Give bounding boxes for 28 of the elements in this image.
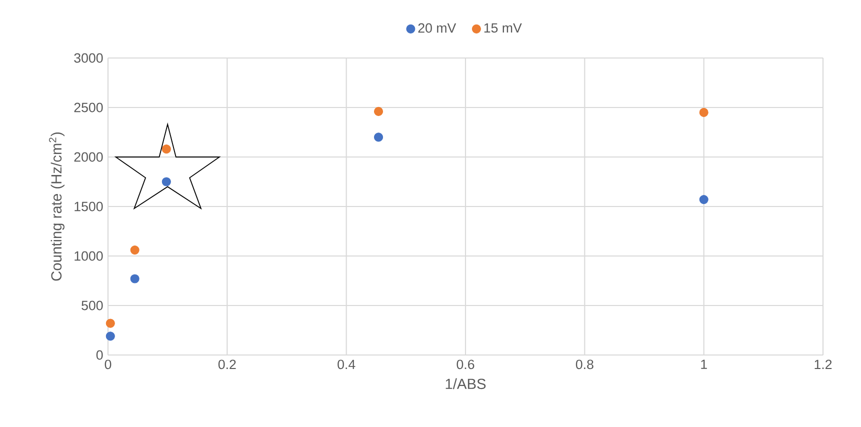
- x-tick-label: 1.2: [814, 360, 832, 370]
- legend-label: 20 mV: [418, 23, 456, 33]
- y-tick-label: 1000: [74, 251, 103, 261]
- point: [106, 318, 115, 328]
- x-tick-label: 0.6: [456, 360, 474, 370]
- legend-label: 15 mV: [484, 23, 522, 33]
- x-tick-label: 0.8: [576, 360, 594, 370]
- x-axis-title: 1/ABS: [446, 378, 486, 390]
- point: [699, 108, 708, 117]
- y-tick-label: 500: [82, 300, 103, 310]
- y-tick-label: 2000: [74, 152, 103, 162]
- point: [162, 177, 171, 186]
- point: [374, 132, 384, 142]
- point: [106, 332, 115, 341]
- point: [130, 246, 140, 255]
- x-tick-label: 1: [701, 360, 707, 369]
- y-tick-label: 2500: [74, 102, 103, 112]
- y-tick-label: 3000: [74, 53, 103, 63]
- point: [374, 106, 384, 116]
- y-tick-label: 0: [96, 350, 103, 360]
- x-tick-label: 0.4: [338, 360, 356, 370]
- x-tick-label: 0.2: [218, 360, 236, 370]
- x-tick-label: 0: [104, 360, 112, 370]
- point: [699, 195, 708, 204]
- y-axis-title: Counting rate (Hz/cm$^{2}$): [48, 132, 64, 281]
- point: [162, 144, 171, 154]
- point: [130, 274, 140, 284]
- y-tick-label: 1500: [74, 202, 103, 212]
